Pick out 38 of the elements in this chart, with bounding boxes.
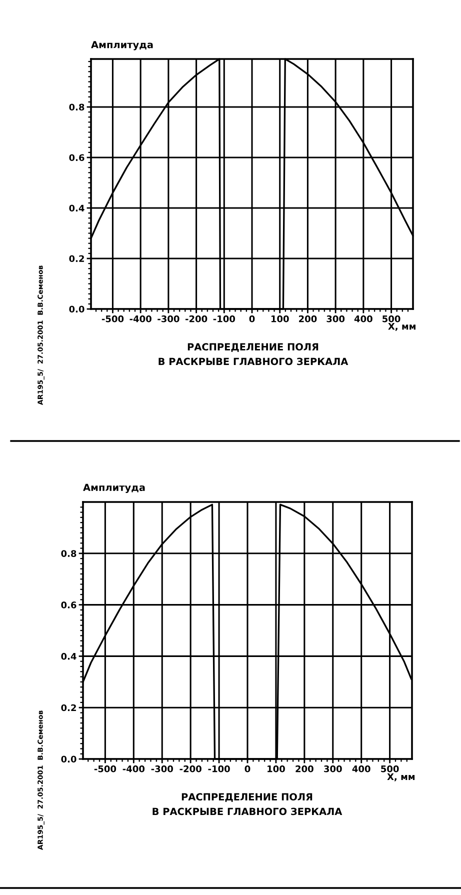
x-axis-title: X, мм: [388, 323, 416, 331]
y-tick-label: 0.2: [69, 255, 84, 262]
x-tick-label: -100: [213, 315, 236, 322]
x-tick-label: -100: [208, 765, 230, 772]
y-tick-label: 0.6: [61, 602, 76, 608]
x-axis-title: X, мм: [387, 773, 415, 782]
x-tick-label: -400: [130, 315, 152, 322]
text: РАСПРЕДЕЛЕНИЕ ПОЛЯ В РАСКРЫВЕ ГЛАВНОГО ЗЕРКАЛА: [158, 343, 348, 366]
x-tick-label: 200: [299, 315, 317, 322]
x-tick-label: -200: [185, 315, 208, 322]
x-tick-label: 0: [244, 765, 250, 772]
x-tick-label: 200: [296, 765, 314, 772]
x-tick-label: -500: [94, 765, 116, 772]
y-tick-label: 0.8: [69, 104, 84, 111]
y-tick-label: 0.0: [61, 756, 76, 763]
y-tick-label: 0.8: [61, 550, 76, 557]
x-tick-label: 400: [352, 765, 370, 772]
x-tick-label: -400: [122, 765, 145, 772]
x-tick-label: -300: [151, 765, 173, 772]
text: РАСПРЕДЕЛЕНИЕ ПОЛЯ В РАСКРЫВЕ ГЛАВНОГО ЗЕРКАЛА: [152, 793, 342, 816]
y-tick-label: 0.2: [61, 704, 76, 712]
x-tick-label: -200: [180, 765, 202, 772]
x-tick-label: 500: [382, 315, 400, 322]
x-tick-label: 500: [381, 765, 399, 772]
y-axis-title: Амплитуда: [91, 41, 153, 50]
y-tick-label: 0.0: [69, 306, 84, 313]
x-tick-label: 0: [249, 315, 255, 322]
y-axis-title: Амплитуда: [83, 484, 145, 494]
y-tick-label: 0.4: [69, 204, 84, 212]
x-tick-label: 100: [268, 765, 285, 772]
y-tick-label: 0.4: [61, 652, 76, 660]
x-tick-label: -500: [102, 315, 124, 322]
y-tick-label: 0.6: [69, 154, 84, 162]
x-tick-label: 400: [354, 315, 372, 322]
x-tick-label: 100: [271, 315, 289, 322]
x-tick-label: 300: [324, 765, 342, 772]
x-tick-label: 300: [326, 315, 345, 322]
x-tick-label: -300: [158, 315, 180, 322]
